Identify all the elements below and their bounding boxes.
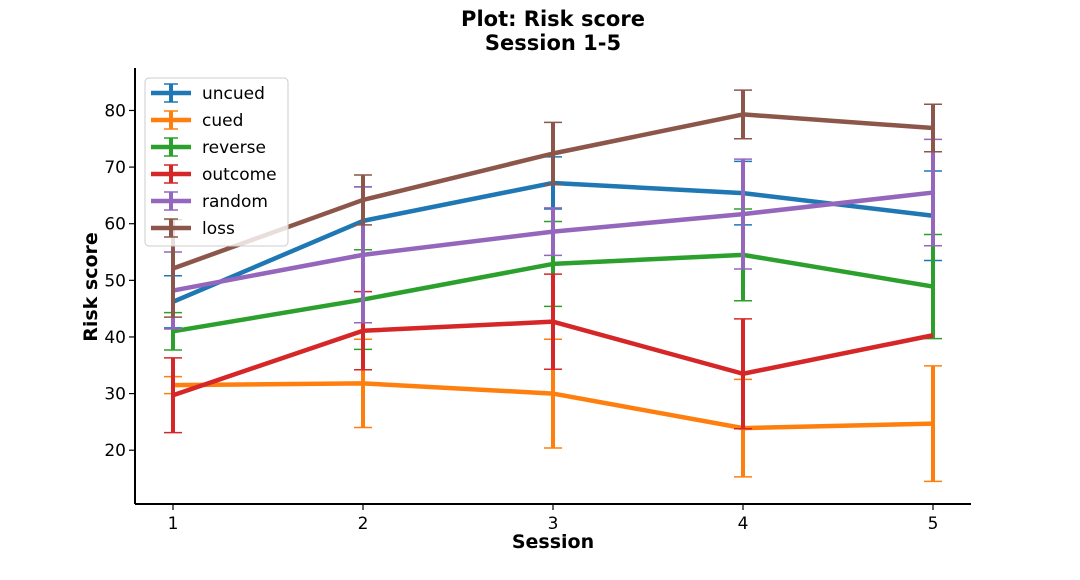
legend-label: outcome	[202, 165, 277, 185]
y-tick-label: 20	[104, 441, 126, 461]
x-tick-label: 3	[548, 514, 559, 534]
y-tick-label: 50	[104, 271, 126, 291]
legend-item-loss: loss	[151, 218, 235, 239]
legend-label: loss	[202, 219, 235, 239]
series-cued	[164, 338, 942, 483]
x-axis-label: Session	[512, 531, 594, 553]
series-layer	[164, 89, 942, 483]
series-line-cued	[172, 381, 934, 431]
legend-item-outcome: outcome	[151, 164, 277, 185]
legend-item-cued: cued	[151, 110, 243, 131]
y-tick-label: 40	[104, 328, 126, 348]
legend-label: reverse	[202, 138, 266, 158]
series-line-reverse	[172, 252, 934, 334]
y-tick-label: 70	[104, 158, 126, 178]
axes: 20 30 40 50 60 70 80 1 2 3 4 5	[104, 68, 971, 534]
chart-title: Plot: Risk score	[461, 7, 645, 31]
chart-subtitle: Session 1-5	[485, 31, 621, 55]
x-tick-label: 5	[928, 514, 939, 534]
series-line-loss	[172, 112, 934, 271]
series-outcome	[164, 273, 934, 434]
x-tick-label: 1	[168, 514, 179, 534]
legend-item-random: random	[151, 191, 268, 212]
legend-label: random	[202, 192, 268, 212]
legend-label: uncued	[202, 84, 265, 104]
legend-item-uncued: uncued	[151, 83, 265, 104]
x-tick-label: 4	[738, 514, 749, 534]
legend: uncued cued reverse outcome random loss	[144, 77, 289, 247]
legend-item-reverse: reverse	[151, 137, 266, 158]
series-line-random	[172, 190, 934, 293]
series-loss	[164, 89, 942, 318]
y-tick-label: 30	[104, 385, 126, 405]
y-tick-label: 80	[104, 101, 126, 121]
y-tick-label: 60	[104, 215, 126, 235]
x-tick-label: 2	[358, 514, 369, 534]
y-axis-label: Risk score	[80, 232, 102, 342]
legend-label: cued	[202, 111, 243, 131]
series-line-outcome	[172, 319, 934, 398]
